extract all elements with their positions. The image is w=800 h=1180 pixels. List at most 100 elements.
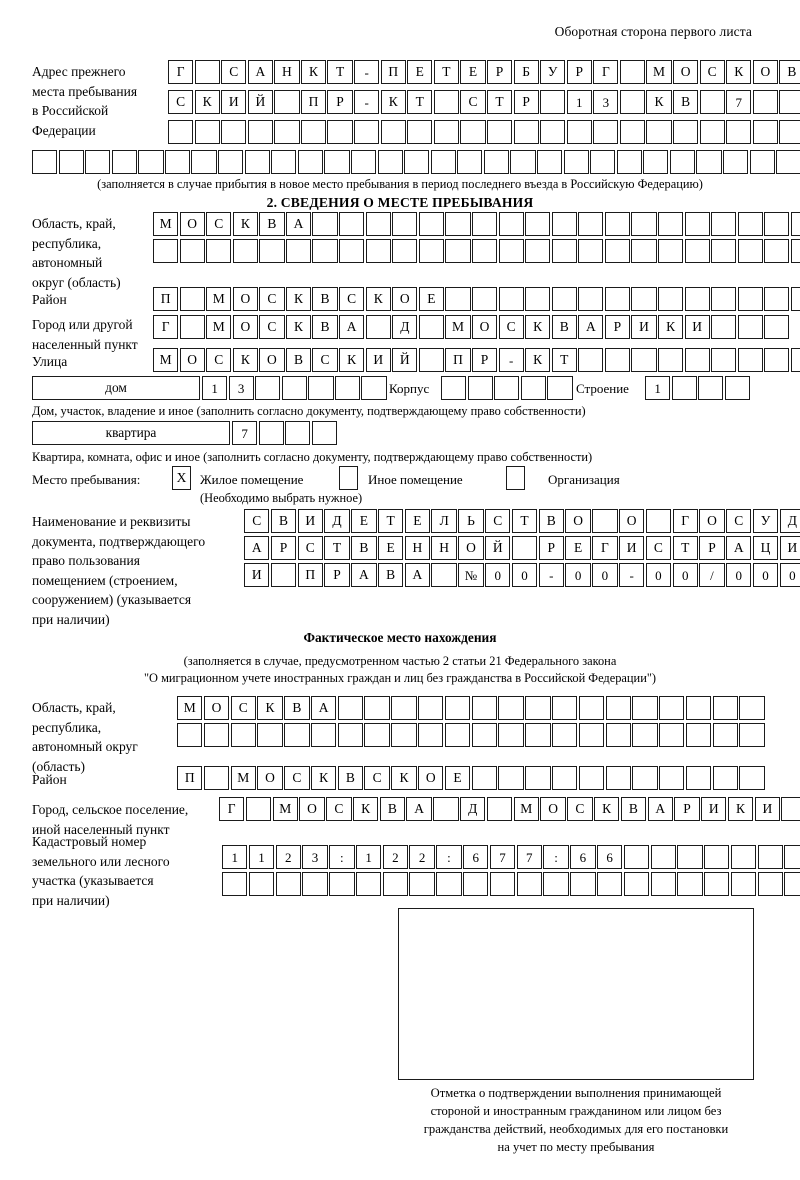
document-info-cell-17[interactable]: Г bbox=[672, 509, 698, 533]
document-info-cell-9[interactable]: О bbox=[458, 536, 484, 560]
document-info-cell-9[interactable]: № bbox=[458, 563, 484, 587]
city-cell-2[interactable] bbox=[179, 315, 205, 339]
region-cell-6[interactable] bbox=[285, 239, 312, 263]
actual-district-cell-8[interactable]: С bbox=[364, 766, 390, 790]
prev-address-cell-12[interactable]: С bbox=[460, 90, 486, 114]
region-cell-4[interactable]: К bbox=[232, 212, 258, 236]
actual-region-cell-16[interactable] bbox=[578, 723, 605, 747]
actual-city-cell-2[interactable] bbox=[245, 797, 272, 821]
street-cell-1[interactable]: М bbox=[153, 348, 179, 372]
prev-address-cell-17[interactable]: 3 bbox=[593, 90, 619, 114]
prev-address-cell-18[interactable] bbox=[619, 60, 646, 84]
actual-region-cell-10[interactable] bbox=[418, 723, 444, 747]
prev-address-cell-24[interactable] bbox=[779, 90, 800, 114]
district-cell-21[interactable] bbox=[684, 287, 710, 311]
actual-district-cell-3[interactable]: М bbox=[230, 766, 256, 790]
city-cell-16[interactable]: В bbox=[551, 315, 577, 339]
document-info-cell-6[interactable]: Е bbox=[377, 536, 404, 560]
prev-address-cell-11[interactable]: Т bbox=[433, 60, 459, 84]
actual-city-cell-8[interactable]: А bbox=[406, 797, 432, 821]
prev-address-cell-21[interactable] bbox=[699, 90, 725, 114]
actual-district-cell-21[interactable] bbox=[712, 766, 739, 790]
actual-district-cell-2[interactable] bbox=[203, 766, 230, 790]
region-cell-1[interactable]: М bbox=[153, 212, 179, 236]
street-cell-17[interactable] bbox=[578, 348, 604, 372]
region-cell-16[interactable] bbox=[551, 239, 577, 263]
prev-address-cell-17[interactable] bbox=[457, 150, 483, 174]
prev-address-cell-22[interactable]: 7 bbox=[726, 90, 752, 114]
prev-address-cell-9[interactable]: К bbox=[380, 90, 406, 114]
cadastral-cell-21[interactable] bbox=[757, 872, 784, 896]
actual-region-cell-16[interactable] bbox=[578, 696, 605, 720]
region-cell-23[interactable] bbox=[737, 239, 763, 263]
city-cell-14[interactable]: С bbox=[498, 315, 524, 339]
korpus-cell-1[interactable] bbox=[441, 376, 467, 400]
city-cell-19[interactable]: И bbox=[631, 315, 657, 339]
prev-address-cell-4[interactable] bbox=[111, 150, 137, 174]
prev-address-row-3[interactable] bbox=[168, 120, 800, 144]
street-cell-8[interactable]: К bbox=[339, 348, 365, 372]
region-cell-24[interactable] bbox=[764, 239, 790, 263]
city-cell-9[interactable] bbox=[365, 315, 391, 339]
korpus-cell-3[interactable] bbox=[494, 376, 520, 400]
actual-region-cell-20[interactable] bbox=[685, 696, 712, 720]
prev-address-cell-6[interactable]: П bbox=[300, 90, 327, 114]
prev-address-cell-4[interactable]: А bbox=[247, 60, 273, 84]
prev-address-cell-20[interactable]: О bbox=[672, 60, 699, 84]
document-info-cell-18[interactable]: Р bbox=[699, 536, 725, 560]
cadastral-cell-11[interactable] bbox=[489, 872, 516, 896]
actual-district-cell-12[interactable] bbox=[471, 766, 497, 790]
street-cell-15[interactable]: К bbox=[525, 348, 551, 372]
document-info-cell-11[interactable]: 0 bbox=[511, 563, 538, 587]
document-info-cell-1[interactable]: А bbox=[244, 536, 270, 560]
district-cell-4[interactable]: О bbox=[232, 287, 258, 311]
city-cell-6[interactable]: К bbox=[285, 315, 312, 339]
prev-address-cell-19[interactable]: К bbox=[646, 90, 672, 114]
prev-address-cell-8[interactable]: - bbox=[354, 90, 380, 114]
document-info-cell-5[interactable]: Е bbox=[351, 509, 377, 533]
document-info-cell-5[interactable]: В bbox=[351, 536, 377, 560]
prev-address-cell-1[interactable] bbox=[168, 120, 194, 144]
document-info-cell-3[interactable]: И bbox=[297, 509, 323, 533]
document-info-cell-20[interactable]: 0 bbox=[752, 563, 779, 587]
district-cell-1[interactable]: П bbox=[153, 287, 179, 311]
document-info-cell-11[interactable]: Т bbox=[511, 509, 538, 533]
district-cell-16[interactable] bbox=[551, 287, 577, 311]
region-cell-20[interactable] bbox=[657, 212, 684, 236]
prev-address-cell-5[interactable] bbox=[274, 90, 300, 114]
document-info-row-3[interactable]: И П Р А В А № 0 0-0 0-0 0/0 0 0 bbox=[244, 563, 800, 587]
document-info-cell-21[interactable]: Д bbox=[779, 509, 800, 533]
prev-address-cell-1[interactable]: Г bbox=[168, 60, 194, 84]
prev-address-cell-11[interactable] bbox=[297, 150, 323, 174]
prev-address-cell-3[interactable] bbox=[221, 120, 247, 144]
actual-region-cell-11[interactable] bbox=[444, 723, 471, 747]
cadastral-cell-12[interactable]: 7 bbox=[516, 845, 542, 869]
prev-address-cell-14[interactable] bbox=[513, 120, 539, 144]
city-cell-24[interactable] bbox=[764, 315, 790, 339]
prev-address-cell-2[interactable] bbox=[58, 150, 84, 174]
prev-address-cell-6[interactable]: К bbox=[300, 60, 327, 84]
stroenie-cell-4[interactable] bbox=[724, 376, 750, 400]
city-cell-5[interactable]: С bbox=[259, 315, 285, 339]
actual-region-cell-21[interactable] bbox=[712, 696, 739, 720]
checkbox-zhiloe[interactable]: X bbox=[172, 466, 191, 490]
actual-city-cell-15[interactable]: К bbox=[593, 797, 620, 821]
prev-address-cell-10[interactable]: Е bbox=[407, 60, 433, 84]
actual-city-cell-21[interactable]: И bbox=[754, 797, 781, 821]
actual-district-cell-13[interactable] bbox=[498, 766, 524, 790]
document-info-cell-10[interactable]: Й bbox=[485, 536, 511, 560]
actual-city-cell-11[interactable] bbox=[486, 797, 513, 821]
actual-region-cell-11[interactable] bbox=[444, 696, 471, 720]
street-cell-5[interactable]: О bbox=[259, 348, 285, 372]
city-cell-1[interactable]: Г bbox=[153, 315, 179, 339]
cadastral-cell-13[interactable] bbox=[543, 872, 569, 896]
cadastral-cell-10[interactable]: 6 bbox=[463, 845, 489, 869]
document-info-cell-7[interactable]: Н bbox=[404, 536, 431, 560]
city-cell-18[interactable]: Р bbox=[604, 315, 631, 339]
street-cell-23[interactable] bbox=[737, 348, 763, 372]
prev-address-cell-7[interactable] bbox=[327, 120, 353, 144]
region-cell-18[interactable] bbox=[604, 212, 631, 236]
prev-address-cell-3[interactable]: С bbox=[221, 60, 247, 84]
